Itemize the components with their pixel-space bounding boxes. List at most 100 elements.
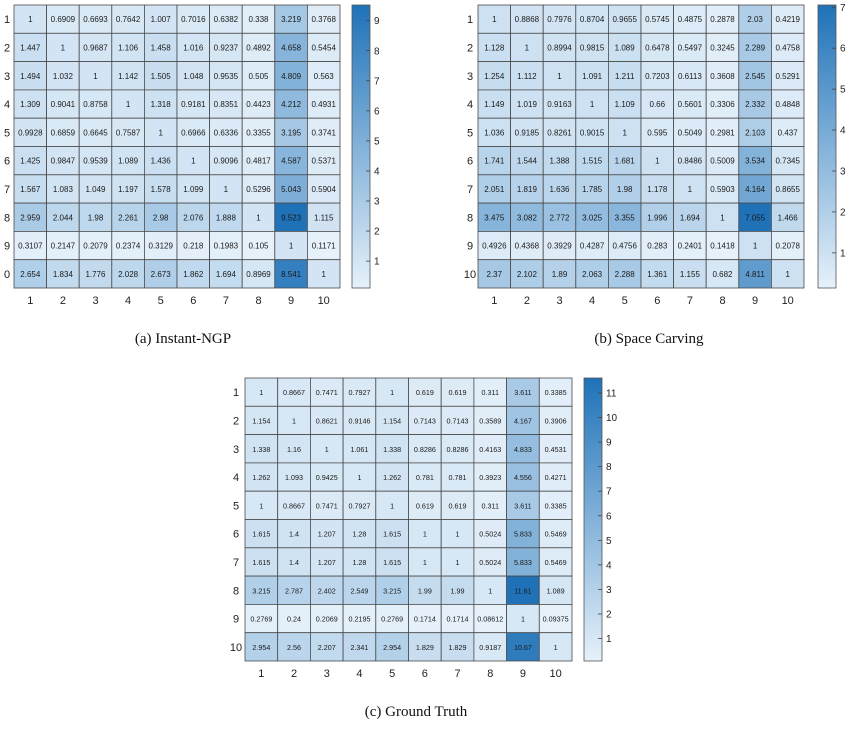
colorbar xyxy=(817,4,837,289)
cell-value-label: 0.5049 xyxy=(678,128,703,137)
cell-value-label: 1.505 xyxy=(151,72,172,81)
heatmap-cell xyxy=(510,259,544,289)
heatmap-cell xyxy=(306,202,341,232)
cell-value-label: 1.494 xyxy=(20,72,41,81)
cell-value-label: 0.2147 xyxy=(51,242,76,251)
cell-value-label: 0.5745 xyxy=(645,15,670,24)
heatmap-cell xyxy=(640,259,674,289)
cell-value-label: 0.4531 xyxy=(545,445,567,454)
cell-value-label: 1.049 xyxy=(85,185,106,194)
heatmap-cell xyxy=(542,4,577,34)
cell-value-label: 1.032 xyxy=(53,72,74,81)
cell-value-label: 0.7471 xyxy=(316,388,338,397)
row-tick-label: 1 xyxy=(467,14,473,26)
cell-value-label: 0.9928 xyxy=(18,128,43,137)
heatmap-cell xyxy=(771,117,805,147)
cell-value-label: 1.98 xyxy=(88,213,104,222)
cell-value-label: 0.682 xyxy=(712,270,733,279)
cell-value-label: 0.24 xyxy=(287,615,301,624)
heatmap-cell xyxy=(538,462,573,492)
heatmap-cell xyxy=(277,604,311,634)
cell-value-label: 0.3929 xyxy=(547,242,572,251)
row-tick-label: 4 xyxy=(233,472,239,484)
heatmap-cell xyxy=(342,377,377,407)
heatmap-cell xyxy=(473,490,507,520)
heatmap-cell xyxy=(738,230,772,261)
heatmap-cell xyxy=(277,462,311,492)
cell-value-label: 0.3245 xyxy=(710,43,735,52)
cell-value-label: 4.587 xyxy=(281,157,302,166)
heatmap-cell xyxy=(542,230,577,261)
heatmap-cell xyxy=(274,230,308,261)
cell-value-label: 4.556 xyxy=(514,473,532,482)
cell-value-label: 0.3923 xyxy=(479,473,501,482)
heatmap-cell xyxy=(542,117,577,147)
cell-value-label: 0.9187 xyxy=(479,643,501,652)
heatmap-cell xyxy=(771,89,805,119)
column-tick-label: 6 xyxy=(422,668,428,680)
colorbar-tick-label: 1 xyxy=(606,634,612,645)
cell-value-label: 2.261 xyxy=(118,213,139,222)
colorbar-tick-label: 8 xyxy=(606,462,612,473)
cell-value-label: 0.4423 xyxy=(246,100,271,109)
heatmap-cell xyxy=(771,202,805,232)
heatmap-cell xyxy=(274,174,308,204)
cell-value-label: 1.388 xyxy=(549,157,570,166)
cell-value-label: 1.834 xyxy=(53,270,74,279)
heatmap-cell xyxy=(306,89,341,119)
cell-value-label: 1.361 xyxy=(647,270,668,279)
cell-value-label: 1.28 xyxy=(352,530,366,539)
row-tick-label: 8 xyxy=(467,212,473,224)
cell-value-label: 1 xyxy=(753,242,758,251)
cell-value-label: 0.4163 xyxy=(479,445,501,454)
cell-value-label: 1.016 xyxy=(183,43,204,52)
heatmap-cell xyxy=(375,604,409,634)
cell-value-label: 0.8486 xyxy=(678,157,703,166)
heatmap-cell xyxy=(738,4,772,34)
cell-value-label: 0.5469 xyxy=(545,530,567,539)
cell-value-label: 1.338 xyxy=(252,445,270,454)
column-tick-label: 3 xyxy=(92,295,98,307)
cell-value-label: 1.996 xyxy=(647,213,668,222)
cell-value-label: 0.5024 xyxy=(479,530,501,539)
column-tick-label: 8 xyxy=(487,668,493,680)
cell-value-label: 0.8621 xyxy=(316,416,338,425)
cell-value-label: 0.563 xyxy=(314,72,335,81)
row-tick-label: 7 xyxy=(233,557,239,569)
cell-value-label: 0.437 xyxy=(778,128,799,137)
heatmap-cell xyxy=(506,405,540,435)
cell-value-label: 4.212 xyxy=(281,100,302,109)
cell-value-label: 0.8969 xyxy=(246,270,271,279)
column-tick-label: 2 xyxy=(524,295,530,307)
heatmap-cell xyxy=(176,32,210,62)
row-tick-label: 8 xyxy=(4,212,10,224)
heatmap-ground-truth: 1 0.8667 0.7471 0.7927 1 0.619 0.619 0.311 3.611… xyxy=(230,377,618,680)
heatmap-cell xyxy=(771,4,805,34)
cell-value-label: 0.595 xyxy=(647,128,668,137)
cell-value-label: 1 xyxy=(525,43,530,52)
heatmap-cell xyxy=(277,434,311,464)
row-tick-label: 3 xyxy=(467,71,473,83)
cell-value-label: 1.776 xyxy=(85,270,106,279)
cell-value-label: 1.089 xyxy=(615,43,636,52)
heatmap-cell xyxy=(738,202,772,232)
column-tick-label: 4 xyxy=(125,295,131,307)
heatmap-cell xyxy=(277,575,311,605)
column-tick-label: 2 xyxy=(60,295,66,307)
cell-value-label: 1.89 xyxy=(552,270,568,279)
heatmap-cell xyxy=(111,146,145,176)
heatmap-cell xyxy=(209,174,243,204)
heatmap-cell xyxy=(510,32,544,62)
heatmap-cell xyxy=(510,174,544,204)
cell-value-label: 0.3129 xyxy=(148,242,173,251)
cell-value-label: 0.9425 xyxy=(316,473,338,482)
cell-value-label: 0.9237 xyxy=(214,43,239,52)
column-tick-label: 5 xyxy=(622,295,628,307)
cell-value-label: 1.447 xyxy=(20,43,41,52)
cell-value-label: 1.829 xyxy=(416,643,434,652)
cell-value-label: 0.2078 xyxy=(775,242,800,251)
colorbar-tick-label: 5 xyxy=(374,136,380,147)
cell-value-label: 3.215 xyxy=(252,586,270,595)
cell-value-label: 0.5296 xyxy=(246,185,271,194)
cell-value-label: 2.03 xyxy=(747,15,763,24)
